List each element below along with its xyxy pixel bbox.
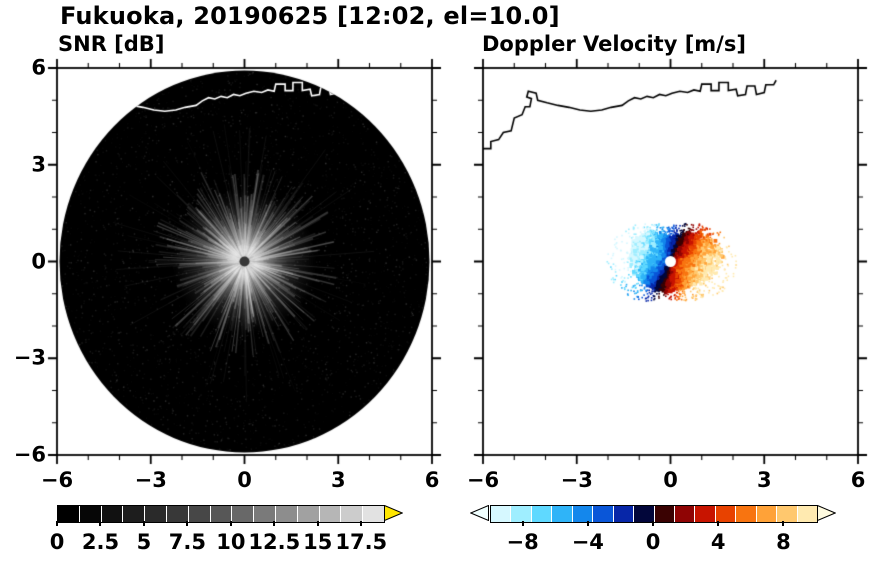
snr-colorbar-over-arrow-icon xyxy=(384,505,403,521)
x-tick-label: −6 xyxy=(40,468,74,492)
doppler-velocity-ppi-plot xyxy=(473,58,868,465)
colorbar-segment xyxy=(341,506,363,522)
snr-ppi-plot xyxy=(47,58,442,465)
colorbar-segment xyxy=(797,506,817,522)
colorbar-segment xyxy=(613,506,634,522)
colorbar-segment xyxy=(552,506,572,522)
colorbar-segment xyxy=(188,506,210,522)
colorbar-segment xyxy=(58,506,79,522)
colorbar-tick-label: 10 xyxy=(216,530,246,554)
y-tick-label: −6 xyxy=(13,442,46,467)
velocity-colorbar xyxy=(490,505,818,523)
colorbar-segment xyxy=(210,506,232,522)
colorbar-tick xyxy=(229,521,232,526)
colorbar-segment xyxy=(491,506,511,522)
colorbar-tick xyxy=(717,521,720,526)
colorbar-tick xyxy=(186,521,189,526)
velocity-colorbar-over-arrow-icon xyxy=(817,505,836,521)
colorbar-tick xyxy=(316,521,319,526)
colorbar-tick-label: 2.5 xyxy=(81,530,120,554)
colorbar-tick-label: 8 xyxy=(776,530,791,554)
colorbar-tick xyxy=(521,521,524,526)
velocity-colorbar-under-arrow-icon xyxy=(470,505,489,521)
y-tick-label: −3 xyxy=(13,345,46,370)
x-tick-label: −3 xyxy=(134,468,167,492)
colorbar-segment xyxy=(254,506,275,522)
colorbar-tick-label: −8 xyxy=(506,530,539,554)
y-tick-label: 3 xyxy=(31,152,46,177)
colorbar-segment xyxy=(297,506,319,522)
colorbar-segment xyxy=(123,506,145,522)
colorbar-segment xyxy=(101,506,123,522)
colorbar-segment xyxy=(572,506,593,522)
colorbar-tick xyxy=(652,521,654,526)
colorbar-tick xyxy=(99,521,102,526)
x-tick-label: 0 xyxy=(237,468,252,492)
colorbar-tick xyxy=(273,521,276,526)
colorbar-segment xyxy=(777,506,797,522)
colorbar-segment xyxy=(695,506,715,522)
x-tick-label: 3 xyxy=(330,468,346,492)
colorbar-segment xyxy=(79,506,101,522)
colorbar-segment xyxy=(593,506,613,522)
figure-title: Fukuoka, 20190625 [12:02, el=10.0] xyxy=(60,2,560,30)
colorbar-tick xyxy=(586,521,589,526)
colorbar-segment xyxy=(634,506,654,522)
colorbar-segment xyxy=(363,506,384,522)
colorbar-segment xyxy=(654,506,674,522)
colorbar-segment xyxy=(756,506,777,522)
snr-panel-title: SNR [dB] xyxy=(58,32,165,56)
colorbar-tick-label: 5 xyxy=(136,530,152,554)
velocity-panel-title: Doppler Velocity [m/s] xyxy=(482,32,746,56)
colorbar-segment xyxy=(145,506,166,522)
x-tick-label: 0 xyxy=(663,468,678,492)
colorbar-segment xyxy=(232,506,254,522)
colorbar-segment xyxy=(166,506,188,522)
snr-colorbar xyxy=(57,505,385,523)
x-tick-label: 6 xyxy=(424,468,440,492)
colorbar-tick-label: 7.5 xyxy=(168,530,206,554)
y-tick-label: 6 xyxy=(31,55,46,80)
colorbar-segment xyxy=(531,506,552,522)
colorbar-tick-label: 0 xyxy=(49,530,65,554)
colorbar-tick-label: 17.5 xyxy=(335,530,388,554)
colorbar-tick-label: 12.5 xyxy=(248,530,301,554)
colorbar-segment xyxy=(674,506,695,522)
colorbar-tick-label: 0 xyxy=(645,530,661,554)
colorbar-segment xyxy=(319,506,341,522)
x-tick-label: 3 xyxy=(756,468,772,492)
colorbar-segment xyxy=(715,506,736,522)
x-tick-label: 6 xyxy=(850,468,866,492)
colorbar-tick-label: 15 xyxy=(303,530,333,554)
colorbar-segment xyxy=(511,506,531,522)
x-tick-label: −3 xyxy=(560,468,593,492)
colorbar-tick xyxy=(56,521,58,526)
colorbar-segment xyxy=(736,506,756,522)
colorbar-tick-label: 4 xyxy=(710,530,726,554)
y-tick-label: 0 xyxy=(31,249,46,273)
colorbar-tick xyxy=(360,521,363,526)
x-tick-label: −6 xyxy=(466,468,500,492)
colorbar-tick-label: −4 xyxy=(571,530,604,554)
colorbar-segment xyxy=(275,506,297,522)
colorbar-tick xyxy=(142,521,145,526)
colorbar-tick xyxy=(782,521,785,526)
